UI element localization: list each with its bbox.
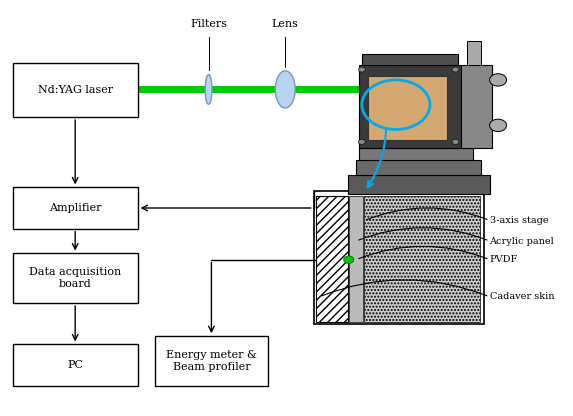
FancyBboxPatch shape — [359, 148, 473, 161]
Text: Lens: Lens — [272, 19, 299, 29]
Ellipse shape — [205, 74, 212, 104]
FancyBboxPatch shape — [316, 196, 348, 322]
FancyBboxPatch shape — [364, 196, 481, 322]
FancyBboxPatch shape — [13, 253, 138, 303]
FancyBboxPatch shape — [13, 187, 138, 229]
Text: 3-axis stage: 3-axis stage — [489, 216, 548, 225]
FancyBboxPatch shape — [313, 191, 484, 324]
FancyBboxPatch shape — [349, 196, 363, 322]
Text: Cadaver skin: Cadaver skin — [489, 292, 554, 301]
FancyBboxPatch shape — [359, 65, 461, 148]
Circle shape — [359, 67, 365, 72]
Text: PVDF: PVDF — [489, 255, 518, 264]
Circle shape — [489, 119, 507, 131]
FancyBboxPatch shape — [367, 76, 447, 140]
Text: Data acquisition
board: Data acquisition board — [29, 267, 121, 289]
Text: Acrylic panel: Acrylic panel — [489, 237, 554, 245]
FancyBboxPatch shape — [13, 344, 138, 386]
Circle shape — [489, 74, 507, 86]
Circle shape — [452, 139, 459, 144]
Circle shape — [344, 256, 354, 263]
FancyBboxPatch shape — [155, 336, 268, 386]
FancyBboxPatch shape — [467, 41, 481, 65]
Ellipse shape — [275, 71, 295, 108]
Circle shape — [359, 139, 365, 144]
Text: PC: PC — [67, 360, 83, 370]
Text: Amplifier: Amplifier — [49, 203, 101, 213]
FancyBboxPatch shape — [356, 161, 481, 175]
Text: Filters: Filters — [190, 19, 227, 29]
Text: Nd:YAG laser: Nd:YAG laser — [38, 85, 113, 95]
FancyBboxPatch shape — [461, 65, 492, 148]
FancyBboxPatch shape — [362, 54, 458, 65]
FancyBboxPatch shape — [13, 63, 138, 117]
Text: Energy meter &
Beam profiler: Energy meter & Beam profiler — [166, 350, 257, 371]
FancyBboxPatch shape — [348, 175, 489, 193]
Circle shape — [452, 67, 459, 72]
